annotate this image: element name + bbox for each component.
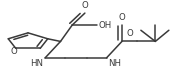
Text: OH: OH [98, 21, 112, 30]
Text: HN: HN [30, 59, 43, 68]
Text: O: O [10, 47, 17, 56]
Text: O: O [82, 1, 88, 10]
Text: O: O [119, 13, 125, 22]
Text: NH: NH [108, 59, 121, 68]
Text: O: O [126, 29, 133, 38]
